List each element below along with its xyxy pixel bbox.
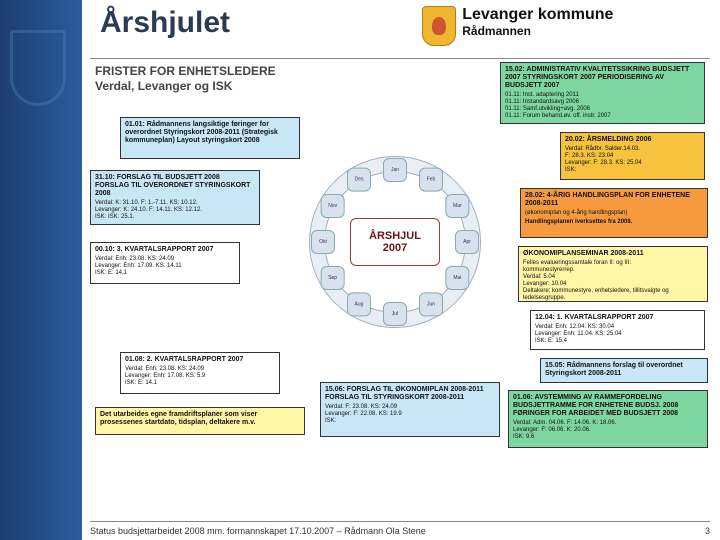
info-box-b4: 01.08: 2. KVARTALSRAPPORT 2007 Verdal: En… (120, 352, 280, 394)
wheel-month: Jan (383, 158, 407, 182)
slide-footer: Status budsjettarbeidet 2008 mm. formann… (90, 521, 710, 536)
header-rule (90, 58, 710, 59)
box-body: Verdal: Enh: 23.08. KS: 24.09 Levanger: … (95, 256, 235, 277)
box-body: 01.11: Inst. adaptering 2011 01.11: Inst… (505, 92, 700, 120)
box-body: Verdal: K: 31.10. F: 1.-7.11. KS: 10.12.… (95, 200, 255, 221)
wheel-month: Mai (445, 266, 469, 290)
box-header: Det utarbeides egne framdriftsplaner som… (100, 411, 300, 427)
subtitle-line2: Verdal, Levanger og ISK (95, 79, 276, 94)
info-box-b10: ØKONOMIPLANSEMINAR 2008-2011 Felles evalu… (518, 246, 708, 302)
box-header: 31.10: FORSLAG TIL BUDSJETT 2008 FORSLAG… (95, 174, 255, 198)
info-box-b1: 01.01: Rådmannens langsiktige føringer f… (120, 117, 300, 159)
box-foot: Handlingsplanen iverksettes fra 2008. (525, 219, 703, 226)
crest-icon (422, 6, 456, 46)
box-body: Verdal: Enh: 12.04. KS: 30.04 Levanger: … (535, 324, 700, 345)
info-box-b5: Det utarbeides egne framdriftsplaner som… (95, 407, 305, 435)
info-box-b12: 15.05: Rådmannens forslag til overordnet… (540, 358, 708, 383)
org-block: Levanger kommune Rådmannen (462, 6, 613, 38)
box-body: Verdal: Rådbr. Salder.14.03. F: 28.3. KS… (565, 146, 700, 174)
box-body: Verdal: F: 23.08. KS: 24.09 Levanger: F:… (325, 404, 495, 425)
page-number: 3 (705, 526, 710, 536)
wheel-month: Jun (419, 292, 443, 316)
box-body: Felles evalueringssamtale foran II: og I… (523, 260, 703, 301)
footer-text: Status budsjettarbeidet 2008 mm. formann… (90, 526, 426, 536)
box-header: 01.06: AVSTEMMING AV RAMMEFORDELING BUDS… (513, 394, 703, 418)
box-header: 28.02: 4-ÅRIG HANDLINGSPLAN FOR ENHETENE… (525, 192, 703, 208)
org-sub: Rådmannen (462, 24, 613, 38)
wheel-center-line1: ÅRSHJUL (351, 230, 439, 242)
wheel-month: Nov (321, 194, 345, 218)
left-decoration-bar (0, 0, 82, 540)
box-body: Verdal: Adm. 04.06. F: 14.06. K: 18.06. … (513, 420, 703, 441)
box-body: Verdal: Enh: 23.08. KS: 24.09 Levanger: … (125, 366, 275, 387)
wheel-month: Jul (383, 302, 407, 326)
info-box-b8: 20.02: ÅRSMELDING 2006 Verdal: Rådbr. Sal… (560, 132, 705, 180)
slide-header: Årshjulet Levanger kommune Rådmannen (82, 0, 720, 60)
box-header: 15.05: Rådmannens forslag til overordnet… (545, 362, 703, 378)
wheel-month: Apr (455, 230, 479, 254)
org-name: Levanger kommune (462, 6, 613, 24)
box-header: ØKONOMIPLANSEMINAR 2008-2011 (523, 250, 703, 258)
info-box-b6: 15.06: FORSLAG TIL ØKONOMIPLAN 2008-2011… (320, 382, 500, 437)
info-box-b3: 00.10: 3. KVARTALSRAPPORT 2007 Verdal: En… (90, 242, 240, 284)
subtitle-line1: FRISTER FOR ENHETSLEDERE (95, 64, 276, 79)
box-header: 00.10: 3. KVARTALSRAPPORT 2007 (95, 246, 235, 254)
wheel-month: Sep (321, 266, 345, 290)
box-header: 12.04: 1. KVARTALSRAPPORT 2007 (535, 314, 700, 322)
box-header: 20.02: ÅRSMELDING 2006 (565, 136, 700, 144)
year-wheel: Jan FebMar Apr MaiJun Jul AugSep Okt NovDes ÅRS… (310, 157, 480, 327)
info-box-b11: 12.04: 1. KVARTALSRAPPORT 2007 Verdal: En… (530, 310, 705, 350)
slide-title: Årshjulet (100, 6, 422, 40)
info-box-b2: 31.10: FORSLAG TIL BUDSJETT 2008 FORSLAG… (90, 170, 260, 225)
wheel-month: Des (347, 168, 371, 192)
box-header: 15.02: ADMINISTRATIV KVALITETSSIKRING BU… (505, 66, 700, 90)
content-area: FRISTER FOR ENHETSLEDERE Verdal, Levange… (90, 62, 710, 512)
info-box-b13: 01.06: AVSTEMMING AV RAMMEFORDELING BUDS… (508, 390, 708, 448)
info-box-b9: 28.02: 4-ÅRIG HANDLINGSPLAN FOR ENHETENE… (520, 188, 708, 238)
wheel-month: Aug (347, 292, 371, 316)
wheel-month: Mar (445, 194, 469, 218)
box-header: 01.08: 2. KVARTALSRAPPORT 2007 (125, 356, 275, 364)
box-header: 15.06: FORSLAG TIL ØKONOMIPLAN 2008-2011… (325, 386, 495, 402)
subtitle: FRISTER FOR ENHETSLEDERE Verdal, Levange… (95, 64, 276, 94)
info-box-b7: 15.02: ADMINISTRATIV KVALITETSSIKRING BU… (500, 62, 705, 124)
wheel-center-line2: 2007 (351, 242, 439, 254)
wheel-center: ÅRSHJUL 2007 (350, 218, 440, 266)
box-header: 01.01: Rådmannens langsiktige føringer f… (125, 121, 295, 145)
wheel-month: Okt (311, 230, 335, 254)
wheel-month: Feb (419, 168, 443, 192)
box-body: (økonomiplan og 4-årig handlingsplan) (525, 210, 703, 217)
